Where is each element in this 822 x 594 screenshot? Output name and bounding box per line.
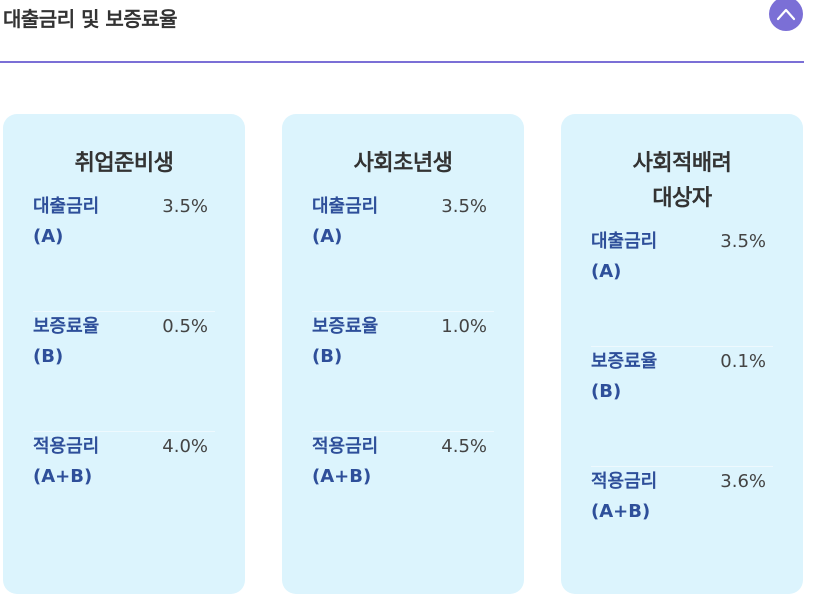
rate-value: 4.0%: [162, 436, 208, 457]
rate-label-line: 적용금리: [33, 436, 100, 457]
rate-label-line: (A+B): [591, 501, 651, 522]
rate-row-applied-rate: 적용금리 (A+B) 3.6%: [591, 467, 773, 587]
rate-label-line: (A+B): [33, 466, 93, 487]
rate-label: 보증료율 (B): [33, 312, 133, 372]
rate-value: 3.5%: [162, 196, 208, 217]
rate-label-line: 보증료율: [33, 316, 100, 337]
rate-value: 4.5%: [441, 436, 487, 457]
rate-value: 3.6%: [720, 471, 766, 492]
rate-card-new-worker: 사회초년생 대출금리 (A) 3.5% 보증료율 (B) 1.0% 적용금리 (…: [282, 114, 524, 594]
rate-row-loan-rate: 대출금리 (A) 3.5%: [33, 192, 215, 312]
section-title: 대출금리 및 보증료율: [3, 7, 178, 31]
rate-row-loan-rate: 대출금리 (A) 3.5%: [312, 192, 494, 312]
rate-label-line: (B): [591, 381, 622, 402]
rate-value: 3.5%: [441, 196, 487, 217]
rate-label: 적용금리 (A+B): [312, 432, 412, 492]
rate-label-line: 대출금리: [591, 231, 658, 252]
rate-list: 대출금리 (A) 3.5% 보증료율 (B) 1.0% 적용금리 (A+B) 4…: [312, 192, 494, 552]
rate-row-applied-rate: 적용금리 (A+B) 4.0%: [33, 432, 215, 552]
rate-label: 대출금리 (A): [312, 192, 412, 252]
rate-label-line: (B): [33, 346, 64, 367]
rate-row-guarantee-fee: 보증료율 (B) 1.0%: [312, 312, 494, 432]
rate-value: 3.5%: [720, 231, 766, 252]
rate-row-applied-rate: 적용금리 (A+B) 4.5%: [312, 432, 494, 552]
rate-label-line: 적용금리: [591, 471, 658, 492]
card-title: 사회초년생: [282, 114, 524, 181]
rate-list: 대출금리 (A) 3.5% 보증료율 (B) 0.5% 적용금리 (A+B) 4…: [33, 192, 215, 552]
rate-label-line: 적용금리: [312, 436, 379, 457]
card-title-line: 사회초년생: [353, 151, 453, 176]
rate-value: 1.0%: [441, 316, 487, 337]
rate-label-line: (A): [33, 226, 64, 247]
collapse-button[interactable]: [769, 0, 803, 31]
card-title: 사회적배려 대상자: [561, 114, 803, 216]
rate-label-line: (A): [312, 226, 343, 247]
card-title-line: 대상자: [652, 186, 712, 211]
rate-label: 적용금리 (A+B): [591, 467, 691, 527]
card-title-line: 취업준비생: [74, 151, 174, 176]
rate-label: 보증료율 (B): [312, 312, 412, 372]
rate-label: 대출금리 (A): [591, 227, 691, 287]
rate-value: 0.5%: [162, 316, 208, 337]
rate-label-line: (A): [591, 261, 622, 282]
chevron-up-icon: [776, 8, 796, 21]
rate-label-line: 대출금리: [33, 196, 100, 217]
rate-value: 0.1%: [720, 351, 766, 372]
rate-list: 대출금리 (A) 3.5% 보증료율 (B) 0.1% 적용금리 (A+B) 3…: [591, 227, 773, 587]
rate-row-guarantee-fee: 보증료율 (B) 0.5%: [33, 312, 215, 432]
rate-card-job-seeker: 취업준비생 대출금리 (A) 3.5% 보증료율 (B) 0.5% 적용금리 (…: [3, 114, 245, 594]
rate-label-line: (A+B): [312, 466, 372, 487]
rate-label: 적용금리 (A+B): [33, 432, 133, 492]
rate-row-guarantee-fee: 보증료율 (B) 0.1%: [591, 347, 773, 467]
rate-label: 보증료율 (B): [591, 347, 691, 407]
rate-label-line: 보증료율: [591, 351, 658, 372]
rate-card-social-consideration: 사회적배려 대상자 대출금리 (A) 3.5% 보증료율 (B) 0.1% 적용…: [561, 114, 803, 594]
card-title: 취업준비생: [3, 114, 245, 181]
rate-row-loan-rate: 대출금리 (A) 3.5%: [591, 227, 773, 347]
rate-label-line: (B): [312, 346, 343, 367]
rate-label-line: 대출금리: [312, 196, 379, 217]
rate-label: 대출금리 (A): [33, 192, 133, 252]
section-header: 대출금리 및 보증료율: [0, 0, 804, 63]
rate-label-line: 보증료율: [312, 316, 379, 337]
card-title-line: 사회적배려: [632, 151, 732, 176]
